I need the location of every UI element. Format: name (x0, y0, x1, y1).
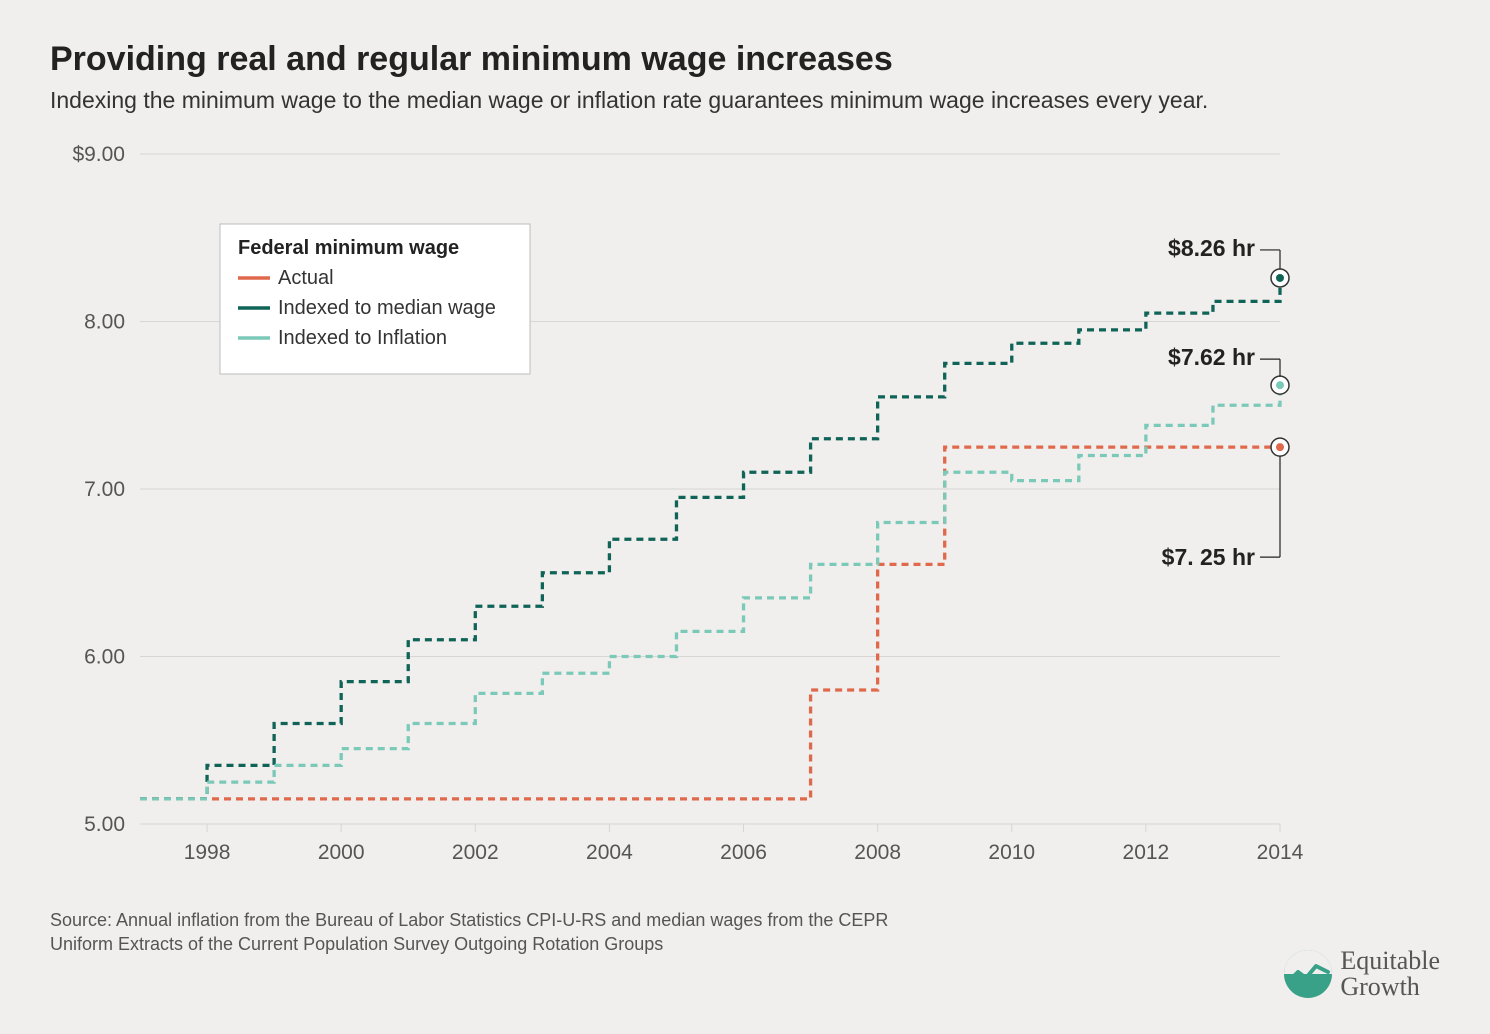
svg-text:2008: 2008 (854, 841, 901, 864)
source-note: Source: Annual inflation from the Bureau… (50, 908, 950, 957)
legend-title: Federal minimum wage (238, 237, 459, 259)
endpoint-marker-dot (1276, 274, 1284, 282)
chart-subtitle: Indexing the minimum wage to the median … (50, 87, 1440, 114)
svg-text:6.00: 6.00 (84, 646, 125, 669)
endpoint-marker-dot (1276, 443, 1284, 451)
chart-title: Providing real and regular minimum wage … (50, 40, 1440, 79)
svg-text:2014: 2014 (1257, 841, 1304, 864)
svg-text:2012: 2012 (1123, 841, 1170, 864)
svg-text:7.00: 7.00 (84, 478, 125, 501)
svg-text:5.00: 5.00 (84, 813, 125, 836)
svg-text:1998: 1998 (184, 841, 231, 864)
endpoint-label: $8.26 hr (1168, 235, 1255, 261)
svg-text:2004: 2004 (586, 841, 633, 864)
brand-logo: Equitable Growth (1282, 948, 1440, 1000)
svg-text:2000: 2000 (318, 841, 365, 864)
endpoint-marker-dot (1276, 381, 1284, 389)
endpoint-label: $7. 25 hr (1162, 544, 1255, 570)
series-actual (140, 447, 1280, 799)
endpoint-label: $7.62 hr (1168, 344, 1255, 370)
legend-item-label: Indexed to Inflation (278, 327, 447, 349)
svg-text:8.00: 8.00 (84, 311, 125, 334)
svg-text:2006: 2006 (720, 841, 767, 864)
legend-item-label: Indexed to median wage (278, 297, 496, 319)
svg-text:2010: 2010 (988, 841, 1035, 864)
svg-text:$9.00: $9.00 (72, 143, 125, 166)
step-line-chart: 5.00 6.00 7.00 8.00 $9.00 1998 2000 2002 2004 200… (50, 134, 1440, 894)
legend-item-label: Actual (278, 267, 334, 289)
brand-logo-line1: Equitable (1340, 948, 1440, 974)
brand-logo-icon (1282, 948, 1334, 1000)
brand-logo-line2: Growth (1340, 974, 1440, 1000)
chart-area: 5.00 6.00 7.00 8.00 $9.00 1998 2000 2002 2004 200… (50, 134, 1440, 894)
svg-text:2002: 2002 (452, 841, 499, 864)
